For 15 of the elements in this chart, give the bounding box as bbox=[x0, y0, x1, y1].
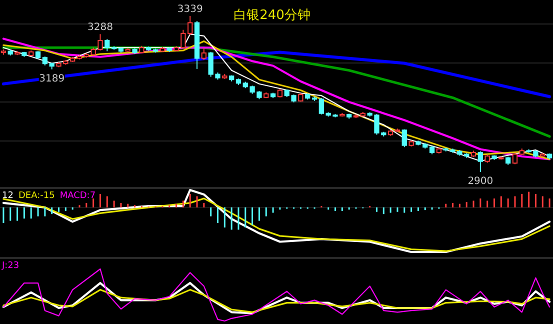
candlestick bbox=[402, 128, 407, 148]
annotation: 3189 bbox=[39, 73, 65, 84]
series-label: DEA:-15 bbox=[18, 191, 55, 201]
series-label: MACD:7 bbox=[60, 191, 96, 201]
annotation: 2900 bbox=[468, 176, 494, 187]
annotation: 3339 bbox=[177, 4, 203, 15]
annotation: 3288 bbox=[88, 22, 113, 34]
candlestick bbox=[201, 48, 206, 61]
chart-title: 白银240分钟 bbox=[234, 8, 310, 23]
candlestick bbox=[318, 98, 324, 115]
candlestick bbox=[512, 152, 518, 165]
candlestick bbox=[104, 38, 110, 52]
candlestick bbox=[478, 150, 483, 172]
series-label: J:23 bbox=[1, 261, 20, 271]
series-label: 12 bbox=[2, 191, 14, 201]
